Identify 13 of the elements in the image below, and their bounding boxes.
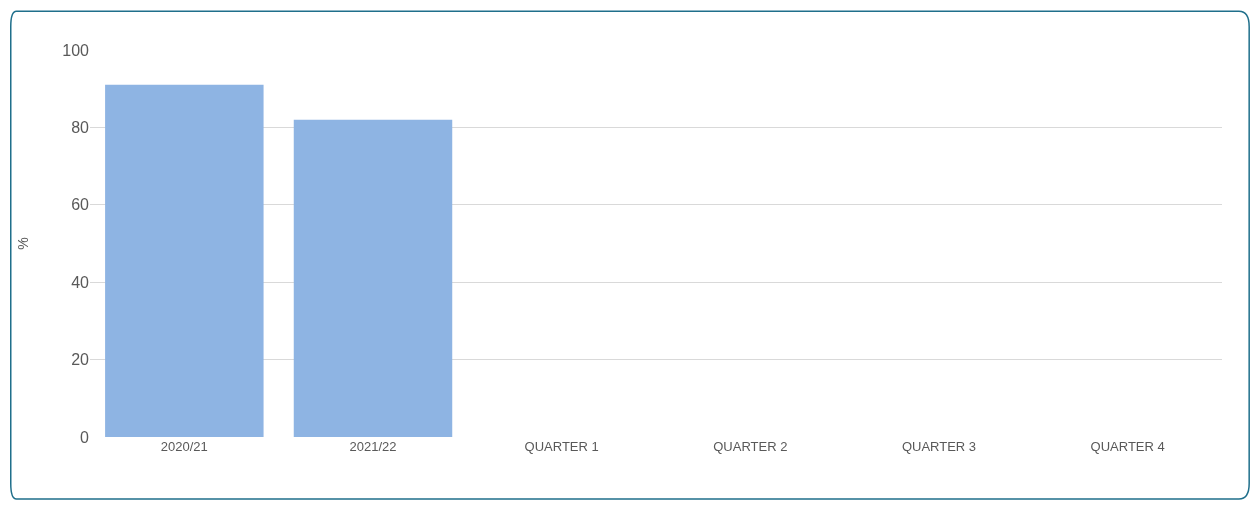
y-tick-label: 80 [71, 119, 90, 136]
y-tick-label: 40 [71, 273, 90, 291]
x-tick-label: QUARTER 2 [713, 439, 788, 454]
x-tick-label: QUARTER 1 [524, 439, 599, 454]
x-tick-label: 2021/22 [349, 439, 397, 454]
y-tick-label: 100 [62, 41, 90, 59]
y-tick-label: 60 [71, 196, 90, 214]
x-tick-label: QUARTER 4 [1090, 439, 1165, 454]
y-tick-label: 0 [80, 428, 90, 446]
x-tick-label: 2020/21 [160, 439, 208, 454]
y-tick-label: 20 [71, 351, 90, 369]
y-axis-title: % [14, 237, 31, 250]
x-tick-label: QUARTER 3 [901, 439, 977, 454]
